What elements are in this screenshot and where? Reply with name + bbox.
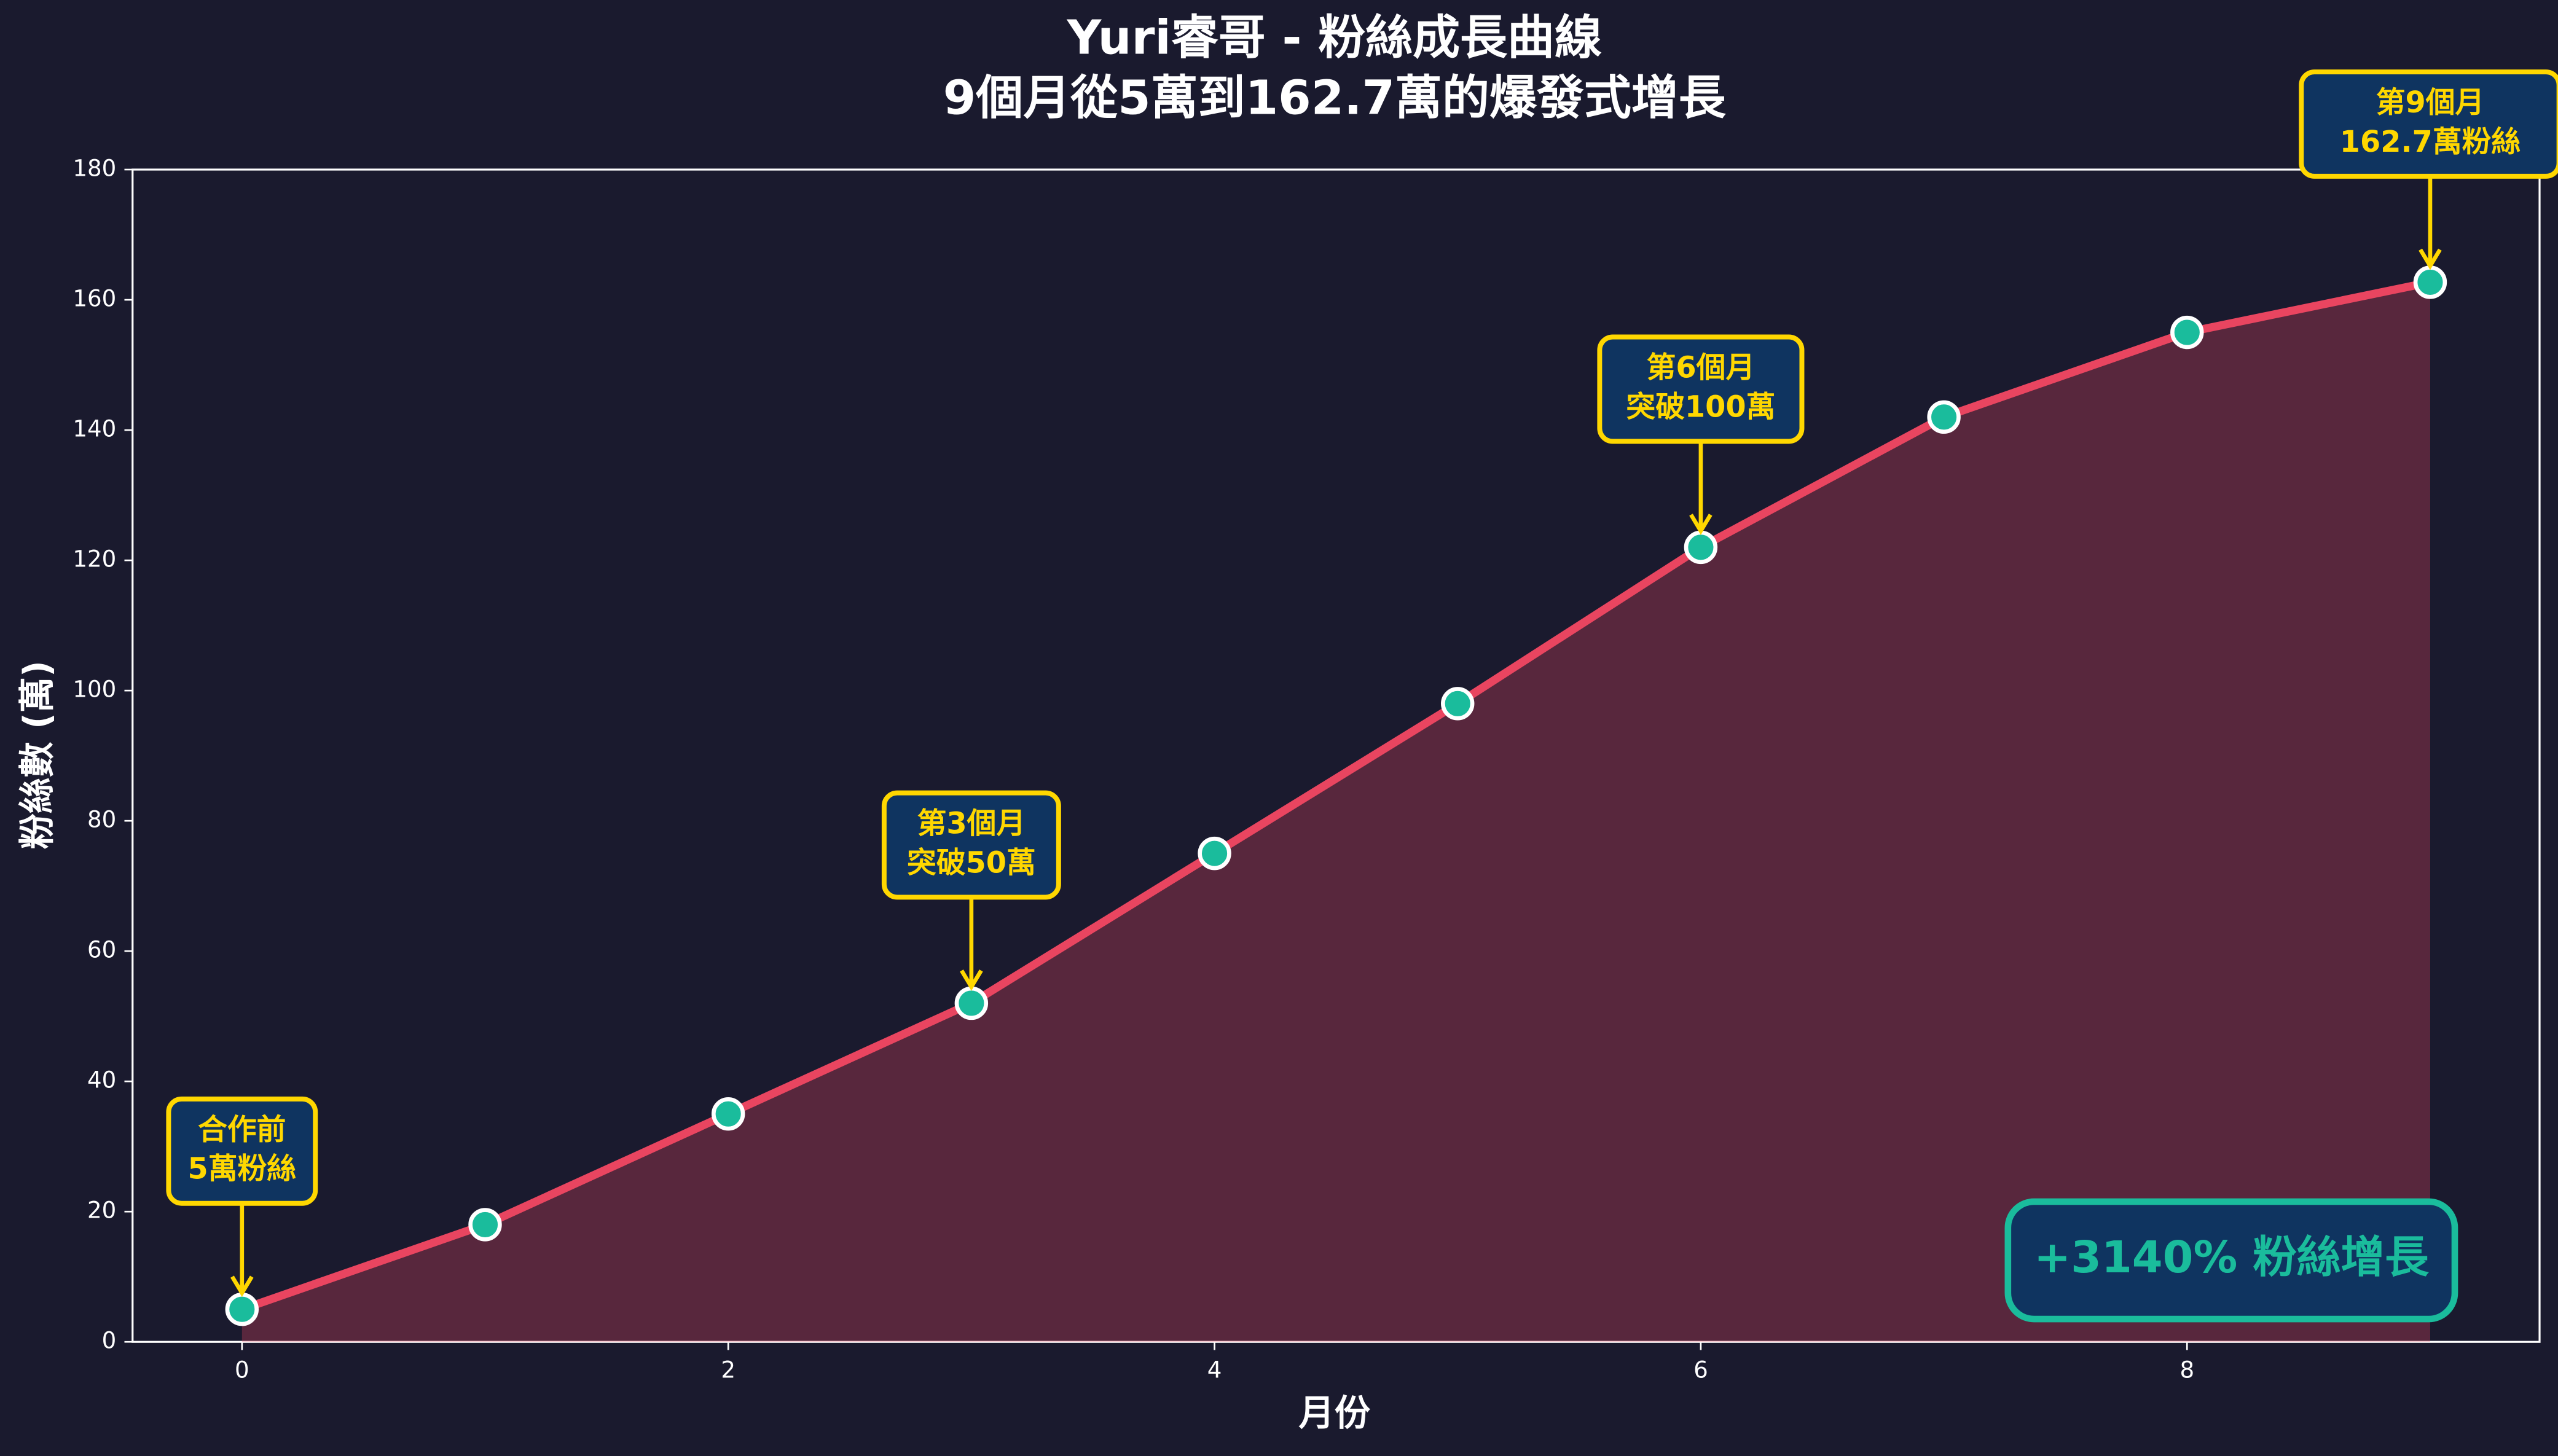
- area: [241, 282, 2430, 1342]
- badge-text: +3140% 粉絲增長: [2034, 1231, 2429, 1283]
- marker: [1441, 687, 1475, 721]
- marker: [225, 1293, 259, 1326]
- y-tick-label: 60: [87, 937, 116, 963]
- y-tick-label: 140: [73, 416, 116, 442]
- annotation-box: [2299, 69, 2558, 179]
- annotation-arrowhead: [2419, 248, 2442, 270]
- x-axis-label: 月份: [1298, 1392, 1370, 1434]
- annotation-text: 突破50萬: [907, 846, 1036, 880]
- marker: [1684, 530, 1718, 565]
- y-tick-label: 180: [73, 155, 116, 182]
- chart-title: Yuri睿哥 - 粉絲成長曲線: [1067, 10, 1602, 65]
- plot-frame: [131, 168, 2541, 1343]
- annotation-arrowhead: [230, 1275, 254, 1297]
- y-tick-label: 120: [73, 546, 116, 573]
- chart-subtitle: 9個月從5萬到162.7萬的爆發式增長: [943, 71, 1727, 126]
- y-tick-label: 20: [87, 1197, 116, 1224]
- annotation-text: 突破100萬: [1626, 390, 1775, 424]
- marker: [954, 986, 989, 1020]
- marker: [1927, 400, 1961, 434]
- annotation-text: 162.7萬粉絲: [2340, 125, 2521, 159]
- y-tick-label: 160: [73, 286, 116, 312]
- marker: [2170, 315, 2204, 350]
- marker: [2413, 265, 2447, 299]
- annotation-arrowhead: [960, 969, 983, 991]
- y-axis-label: 粉絲數 (萬): [17, 660, 58, 849]
- x-tick-label: 8: [2179, 1356, 2194, 1383]
- y-tick-label: 40: [87, 1067, 116, 1094]
- y-tick-label: 0: [102, 1328, 117, 1354]
- x-tick-label: 0: [235, 1356, 249, 1383]
- marker: [711, 1097, 745, 1131]
- annotation-text: 5萬粉絲: [188, 1153, 297, 1186]
- annotation-box: [881, 790, 1061, 900]
- badge-box: [2004, 1198, 2458, 1323]
- line: [238, 278, 2434, 1313]
- annotation-arrowhead: [1689, 514, 1713, 535]
- annotation-text: 第3個月: [917, 807, 1026, 841]
- annotation-text: 第9個月: [2376, 86, 2485, 120]
- y-tick-label: 100: [73, 676, 116, 703]
- annotation-box: [166, 1096, 318, 1206]
- x-tick-label: 6: [1693, 1356, 1708, 1383]
- annotation-box: [1597, 334, 1805, 444]
- x-tick-label: 2: [721, 1356, 736, 1383]
- x-tick-label: 4: [1207, 1356, 1222, 1383]
- marker: [468, 1208, 502, 1242]
- marker: [1198, 836, 1231, 871]
- annotation-text: 第6個月: [1647, 351, 1756, 385]
- annotation-text: 合作前: [198, 1113, 286, 1147]
- y-tick-label: 80: [87, 807, 116, 833]
